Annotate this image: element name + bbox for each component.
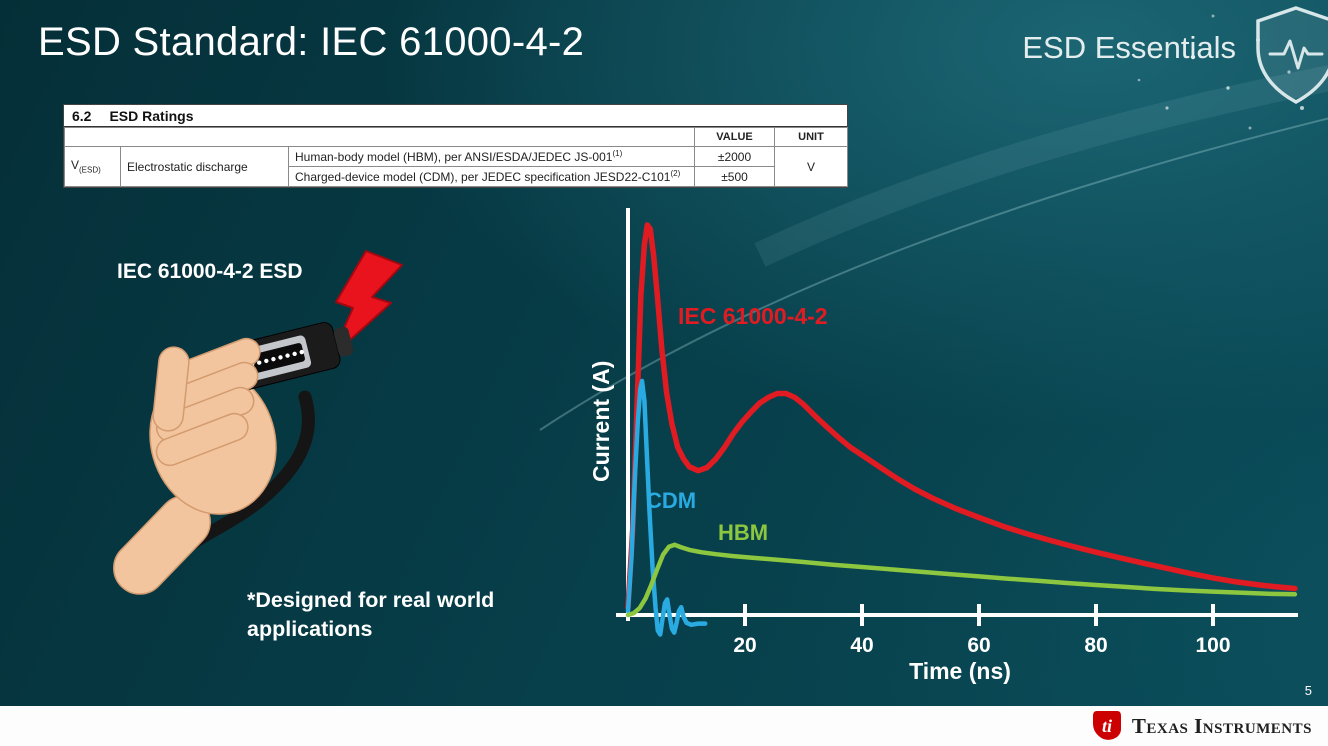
curve-HBM — [625, 542, 1298, 618]
header-unit: UNIT — [774, 127, 848, 147]
param-name-cell: Electrostatic discharge — [120, 146, 289, 187]
thumb — [152, 346, 190, 432]
param-symbol-cell: V(ESD) — [64, 146, 121, 187]
footnote-ref: (1) — [612, 149, 623, 158]
x-tick-label: 80 — [1084, 634, 1107, 657]
section-title: ESD Ratings — [109, 108, 194, 124]
y-axis-label: Current (A) — [588, 360, 614, 482]
chart-canvas: 20 40 60 80 100 — [616, 208, 1298, 657]
table-caption: 6.2 ESD Ratings — [64, 105, 847, 127]
x-axis-ticks: 20 40 60 80 100 — [733, 604, 1231, 657]
designed-note: *Designed for real world applications — [247, 586, 494, 644]
param-symbol-sub: (ESD) — [79, 165, 101, 175]
illustration-label: IEC 61000-4-2 ESD — [117, 260, 303, 283]
note-line-2: applications — [247, 617, 373, 642]
footer-bar: ti Texas Instruments — [0, 706, 1328, 746]
shield-icon — [1256, 6, 1328, 104]
curve-IEC 61000-4-2 — [625, 222, 1298, 610]
table-row: V(ESD) Electrostatic discharge Human-bod… — [64, 146, 848, 187]
table-row: Charged-device model (CDM), per JEDEC sp… — [65, 166, 848, 187]
esd-ratings-table: 6.2 ESD Ratings VALUE UNIT V(ESD) Electr… — [63, 104, 848, 188]
footnote-ref: (2) — [670, 169, 681, 178]
curve-CDM — [625, 378, 708, 637]
curve-label-hbm: HBM — [718, 520, 769, 545]
curve-label-cdm: CDM — [646, 488, 697, 513]
hand-esd-illustration — [113, 250, 403, 595]
x-axis-label: Time (ns) — [909, 658, 1011, 684]
model-cell: Human-body model (HBM), per ANSI/ESDA/JE… — [288, 146, 695, 167]
fingers — [152, 337, 261, 467]
x-tick-label: 100 — [1195, 634, 1230, 657]
model-cell: Charged-device model (CDM), per JEDEC sp… — [288, 166, 695, 187]
footer-brand-text: Texas Instruments — [1131, 713, 1312, 738]
model-text: Charged-device model (CDM), per JEDEC sp… — [295, 170, 671, 184]
header-blank-cell — [64, 127, 695, 147]
table-header-row: VALUE UNIT — [64, 127, 848, 147]
pulse-line-icon — [1268, 39, 1324, 70]
lightning-bolt-icon — [330, 250, 403, 358]
unit-cell: V — [774, 146, 848, 187]
curves — [625, 222, 1298, 637]
param-symbol: V — [71, 158, 80, 173]
value-cell: ±500 — [694, 166, 775, 187]
x-tick-label: 40 — [850, 634, 873, 657]
header-value: VALUE — [694, 127, 775, 147]
ti-logo-icon: ti — [1092, 711, 1121, 740]
curve-label-iec: IEC 61000-4-2 — [678, 303, 828, 329]
esd-waveform-chart: 20 40 60 80 100 IEC 61000-4-2 CDM HBM Time (… — [560, 200, 1328, 715]
section-number: 6.2 — [72, 108, 92, 124]
x-tick-label: 20 — [733, 634, 756, 657]
page-number: 5 — [1304, 683, 1312, 698]
value-cell: ±2000 — [694, 146, 775, 167]
page-title: ESD Standard: IEC 61000-4-2 — [38, 20, 585, 64]
note-line-1: *Designed for real world — [247, 588, 495, 612]
x-tick-label: 60 — [967, 634, 990, 657]
ti-monogram: ti — [1102, 716, 1112, 736]
series-brand-text: ESD Essentials — [1022, 30, 1236, 65]
model-text: Human-body model (HBM), per ANSI/ESDA/JE… — [295, 150, 613, 164]
